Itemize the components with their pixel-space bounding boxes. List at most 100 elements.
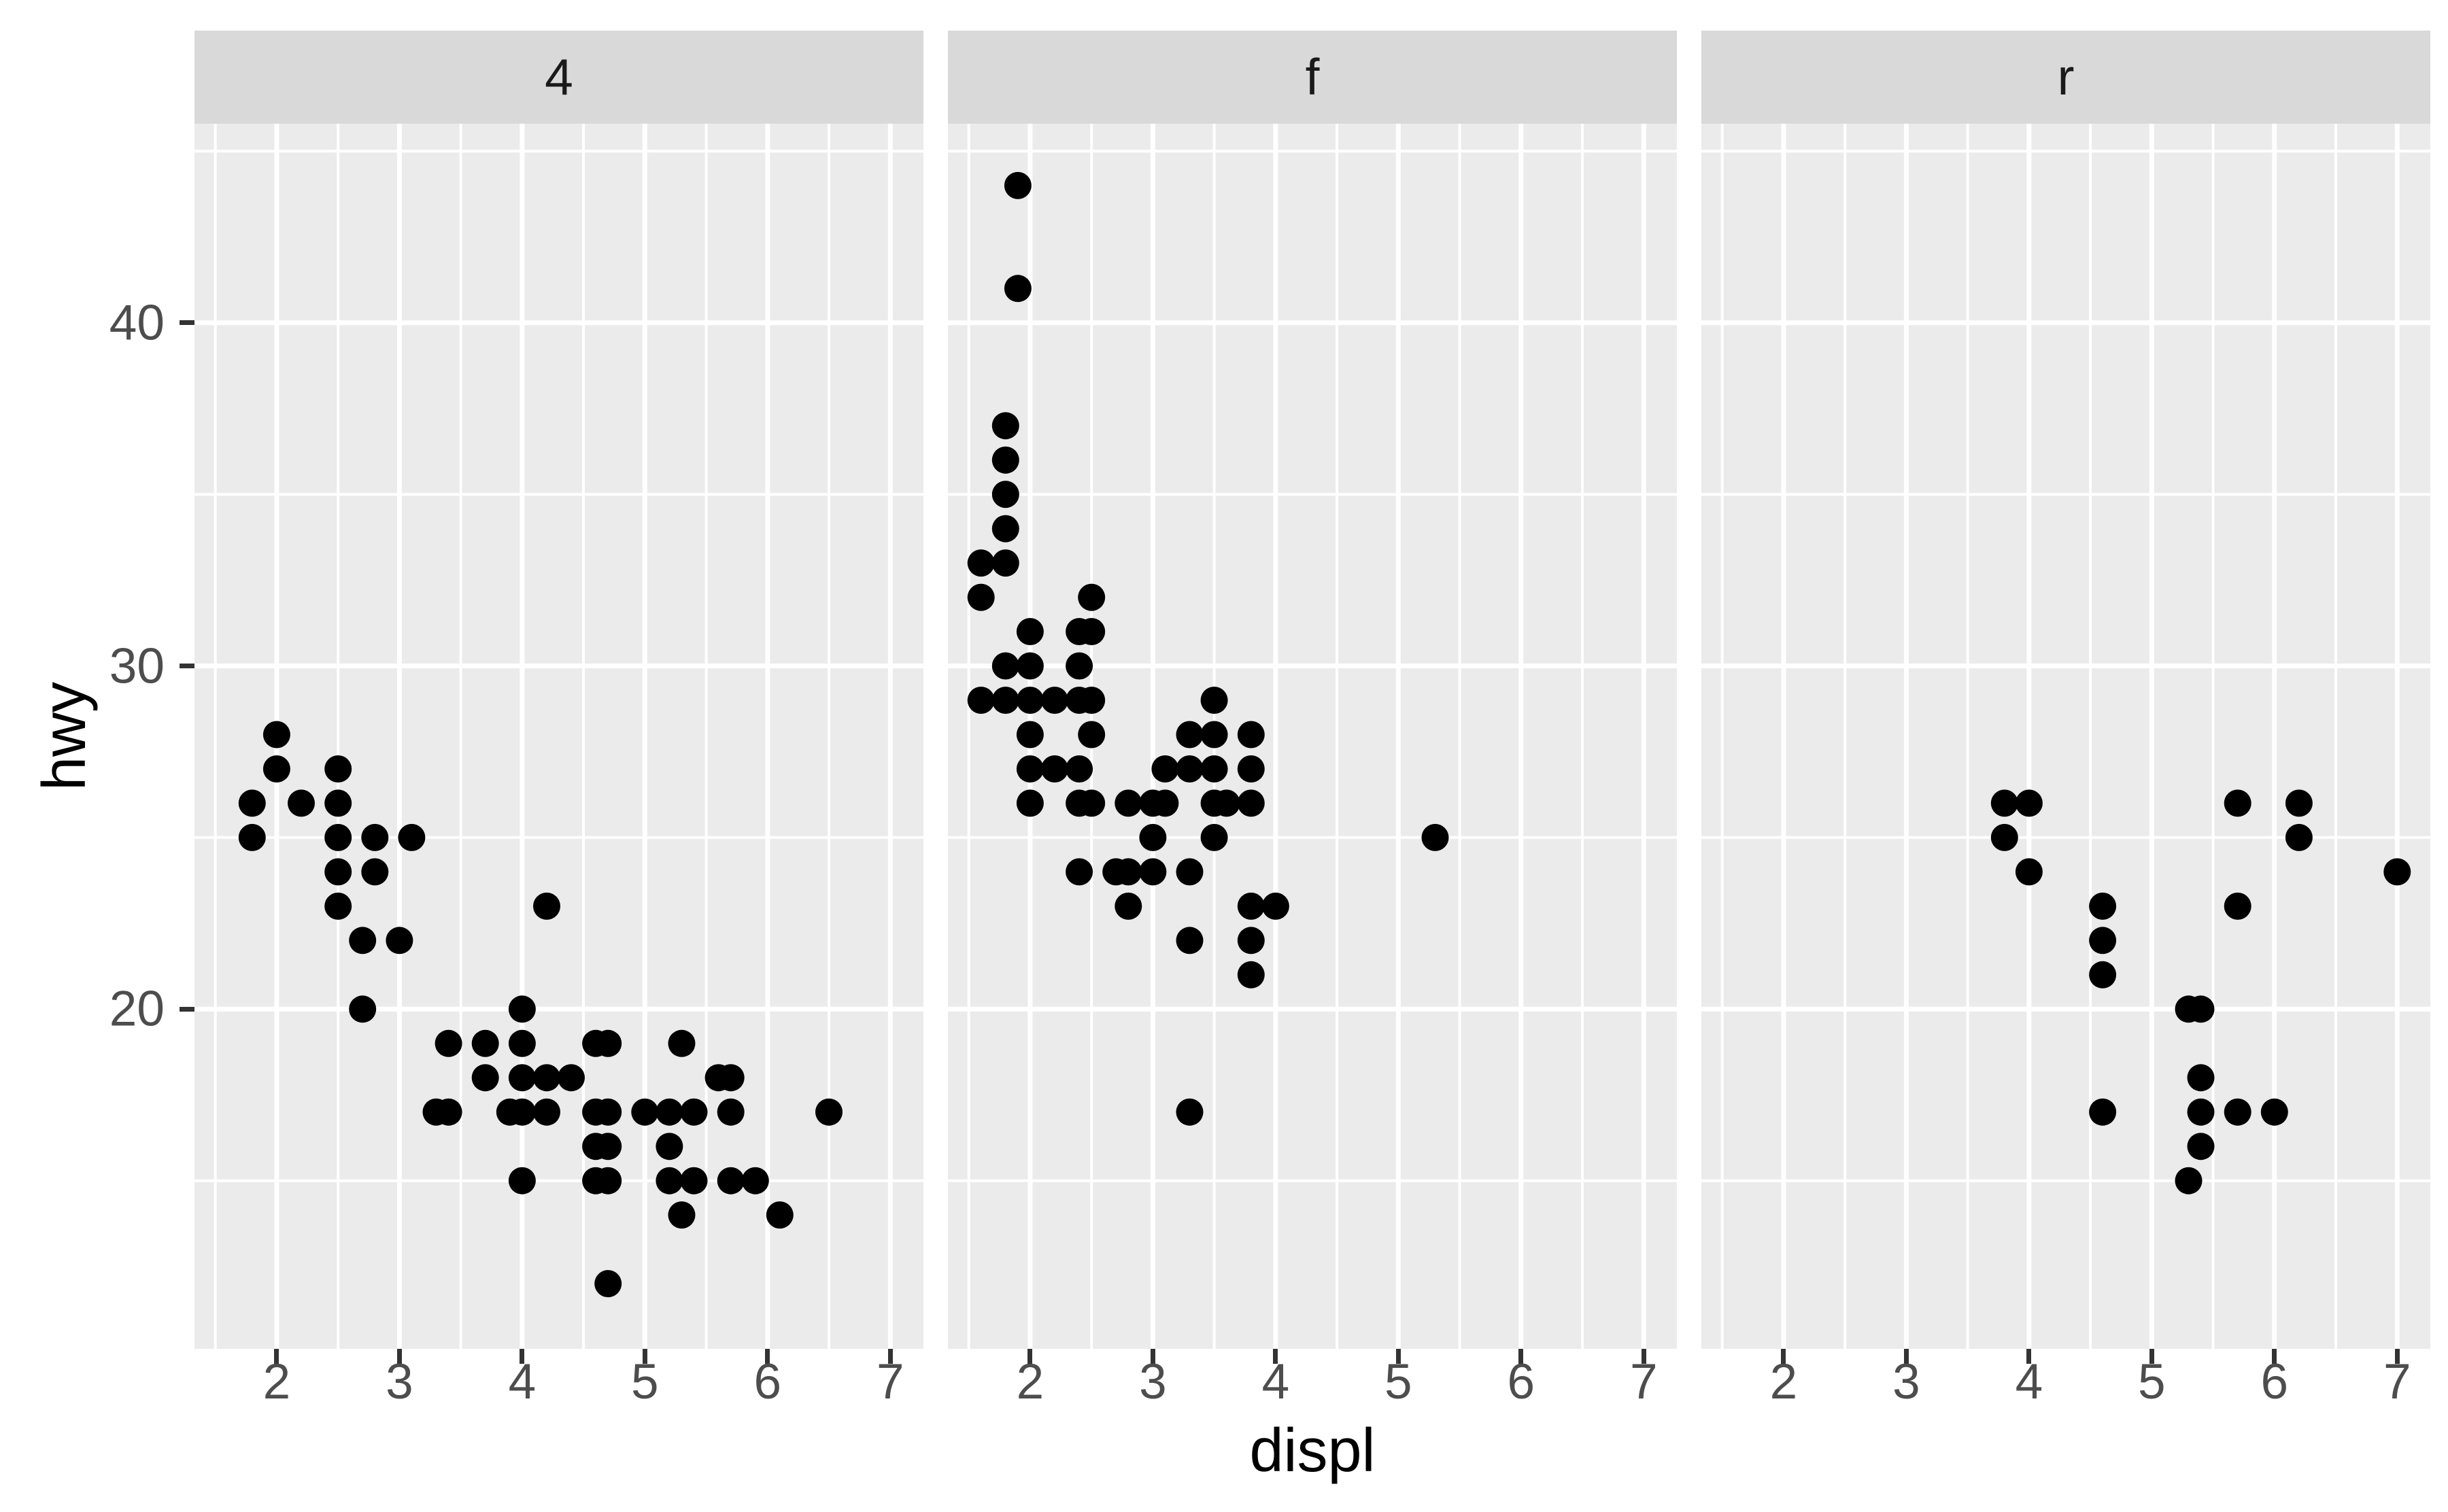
data-point xyxy=(2260,1098,2288,1126)
data-point xyxy=(656,1167,683,1195)
x-tick-mark xyxy=(1518,1349,1524,1364)
data-point xyxy=(991,481,1019,509)
data-point xyxy=(1004,275,1032,303)
data-point xyxy=(2175,1167,2203,1195)
data-point xyxy=(1115,789,1142,817)
data-point xyxy=(508,995,536,1023)
data-point xyxy=(2187,995,2215,1023)
data-point xyxy=(324,823,352,851)
x-tick-label: 3 xyxy=(1139,1354,1167,1409)
y-tick-label: 20 xyxy=(109,981,165,1037)
data-point xyxy=(1261,892,1289,920)
data-point xyxy=(2285,789,2313,817)
data-point xyxy=(991,515,1019,543)
data-point xyxy=(262,721,290,749)
data-point xyxy=(1016,618,1044,645)
data-point xyxy=(1115,892,1142,920)
data-point xyxy=(631,1098,659,1126)
data-point xyxy=(508,1029,536,1057)
data-point xyxy=(2224,1098,2251,1126)
data-point xyxy=(361,858,389,886)
data-point xyxy=(361,823,389,851)
data-point xyxy=(324,789,352,817)
x-tick-label: 6 xyxy=(1507,1354,1535,1409)
data-point xyxy=(1041,687,1068,714)
data-point xyxy=(1237,961,1265,989)
y-axis-title: hwy xyxy=(31,681,99,791)
panel-canvas xyxy=(1701,124,2430,1349)
data-point xyxy=(508,1167,536,1195)
data-point xyxy=(533,1064,560,1092)
x-tick-mark xyxy=(520,1349,525,1364)
data-point xyxy=(1016,652,1044,680)
x-tick-label: 4 xyxy=(1261,1354,1290,1409)
data-point xyxy=(668,1029,696,1057)
data-point xyxy=(1176,927,1204,955)
facet-strip-f: f xyxy=(948,31,1677,124)
data-point xyxy=(1139,823,1167,851)
data-point xyxy=(1004,171,1032,199)
y-tick-mark xyxy=(180,320,194,326)
y-tick-mark xyxy=(180,664,194,668)
x-tick-mark xyxy=(396,1349,402,1364)
data-point xyxy=(558,1064,585,1092)
data-point xyxy=(471,1064,499,1092)
data-point xyxy=(2089,892,2117,920)
facet-strip-label: 4 xyxy=(545,48,573,105)
data-point xyxy=(991,412,1019,440)
data-point xyxy=(398,823,426,851)
data-point xyxy=(1990,789,2018,817)
panel-canvas xyxy=(948,124,1677,1349)
x-tick-mark xyxy=(1903,1349,1909,1364)
data-point xyxy=(324,858,352,886)
data-point xyxy=(594,1029,622,1057)
data-point xyxy=(288,789,315,817)
x-tick-label: 7 xyxy=(1629,1354,1658,1409)
data-point xyxy=(2015,858,2043,886)
data-point xyxy=(1237,927,1265,955)
y-tick-mark xyxy=(180,1006,194,1012)
data-point xyxy=(2187,1064,2215,1092)
data-point xyxy=(1200,823,1228,851)
panel-background xyxy=(948,124,1677,1349)
data-point xyxy=(2383,858,2411,886)
data-point xyxy=(594,1133,622,1161)
data-point xyxy=(668,1201,696,1229)
data-point xyxy=(1078,618,1106,645)
x-tick-mark xyxy=(2149,1349,2154,1364)
data-point xyxy=(1078,789,1106,817)
panel-background xyxy=(194,124,923,1349)
x-tick-label: 3 xyxy=(1892,1354,1920,1409)
data-point xyxy=(533,1098,560,1126)
data-point xyxy=(2285,823,2313,851)
x-tick-mark xyxy=(1027,1349,1033,1364)
y-tick-label: 30 xyxy=(109,638,165,693)
x-tick-mark xyxy=(2272,1349,2277,1364)
data-point xyxy=(324,755,352,783)
facet-panel-f xyxy=(948,124,1677,1349)
data-point xyxy=(533,892,560,920)
data-point xyxy=(594,1167,622,1195)
x-tick-label: 6 xyxy=(753,1354,782,1409)
x-tick-label: 2 xyxy=(1769,1354,1798,1409)
data-point xyxy=(435,1029,462,1057)
x-tick-mark xyxy=(887,1349,893,1364)
y-tick-label: 40 xyxy=(109,295,165,351)
data-point xyxy=(2089,927,2117,955)
x-tick-mark xyxy=(642,1349,647,1364)
data-point xyxy=(508,1064,536,1092)
data-point xyxy=(1066,652,1093,680)
panel-canvas xyxy=(194,124,923,1349)
data-point xyxy=(1016,721,1044,749)
x-tick-label: 5 xyxy=(1384,1354,1412,1409)
x-tick-mark xyxy=(2394,1349,2400,1364)
data-point xyxy=(741,1167,769,1195)
data-point xyxy=(2089,961,2117,989)
x-tick-label: 3 xyxy=(386,1354,413,1409)
data-point xyxy=(2187,1098,2215,1126)
data-point xyxy=(991,652,1019,680)
data-point xyxy=(1016,687,1044,714)
data-point xyxy=(238,823,266,851)
x-tick-label: 4 xyxy=(508,1354,537,1409)
